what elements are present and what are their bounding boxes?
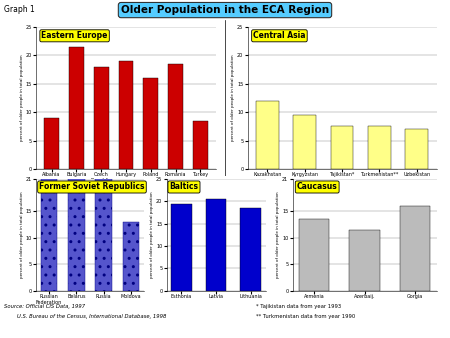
Bar bbox=[118, 61, 134, 169]
Bar bbox=[41, 176, 57, 291]
Bar bbox=[123, 222, 139, 291]
Bar bbox=[405, 129, 428, 169]
Text: Central Asia: Central Asia bbox=[253, 31, 306, 40]
Bar bbox=[240, 208, 261, 291]
Text: Former Soviet Republics: Former Soviet Republics bbox=[39, 183, 145, 192]
Bar bbox=[299, 219, 329, 291]
Text: Caucasus: Caucasus bbox=[297, 183, 338, 192]
Bar bbox=[256, 101, 279, 169]
Bar bbox=[293, 115, 316, 169]
Text: Graph 1: Graph 1 bbox=[4, 5, 35, 14]
Bar bbox=[95, 169, 112, 291]
Bar bbox=[94, 67, 108, 169]
Bar bbox=[171, 204, 192, 291]
Text: U.S. Bureau of the Census, International Database, 1998: U.S. Bureau of the Census, International… bbox=[4, 314, 167, 319]
Y-axis label: percent of older people in total population: percent of older people in total populat… bbox=[19, 192, 23, 278]
Bar bbox=[144, 78, 158, 169]
Bar bbox=[349, 230, 380, 291]
Bar bbox=[206, 199, 226, 291]
Bar bbox=[44, 118, 59, 169]
Text: Older Population in the ECA Region: Older Population in the ECA Region bbox=[121, 5, 329, 15]
Text: Source: Official CIS Data, 1997: Source: Official CIS Data, 1997 bbox=[4, 304, 86, 309]
Bar bbox=[68, 174, 85, 291]
Y-axis label: percent of older people in total population: percent of older people in total populat… bbox=[19, 55, 23, 141]
Text: Baltics: Baltics bbox=[170, 183, 198, 192]
Y-axis label: percent of older people in total population: percent of older people in total populat… bbox=[276, 192, 280, 278]
Bar bbox=[69, 47, 84, 169]
Bar bbox=[368, 126, 391, 169]
Bar bbox=[400, 206, 430, 291]
Y-axis label: percent of older people in total population: percent of older people in total populat… bbox=[150, 192, 154, 278]
Text: * Tajikistan data from year 1993: * Tajikistan data from year 1993 bbox=[256, 304, 342, 309]
Y-axis label: percent of older people in total population: percent of older people in total populat… bbox=[231, 55, 235, 141]
Text: Eastern Europe: Eastern Europe bbox=[41, 31, 108, 40]
Bar bbox=[168, 64, 183, 169]
Text: ** Turkmenistan data from year 1990: ** Turkmenistan data from year 1990 bbox=[256, 314, 356, 319]
Bar bbox=[331, 126, 353, 169]
Bar bbox=[193, 121, 208, 169]
